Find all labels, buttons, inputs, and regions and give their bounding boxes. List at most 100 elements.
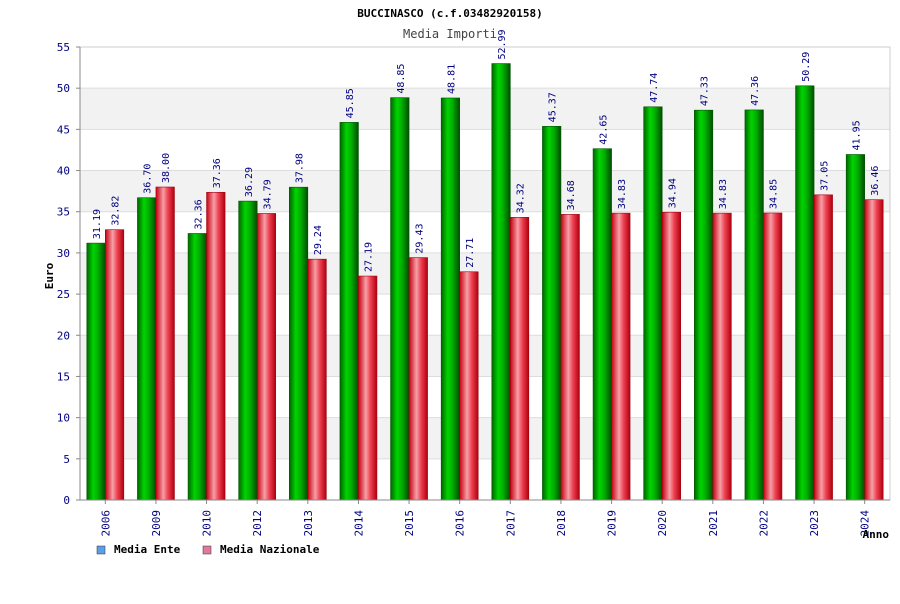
legend-swatch-media-ente — [96, 545, 106, 555]
bar-media-nazionale — [206, 191, 226, 501]
x-tick-label: 2015 — [403, 510, 416, 537]
bar-media-ente — [491, 63, 511, 501]
bar-media-ente — [440, 97, 460, 501]
y-tick-label: 5 — [63, 453, 70, 466]
bar-media-nazionale — [155, 186, 175, 501]
bar-media-ente — [289, 186, 309, 501]
x-tick-label: 2023 — [808, 510, 821, 537]
bar-media-ente — [390, 97, 410, 501]
legend-label-media-ente: Media Ente — [114, 543, 181, 556]
x-tick-label: 2021 — [707, 510, 720, 537]
value-label-media-ente: 36.70 — [143, 164, 154, 194]
value-label-media-nazionale: 36.46 — [870, 166, 881, 196]
x-tick-label: 2016 — [454, 510, 467, 537]
chart-title: BUCCINASCO (c.f.03482920158) — [357, 7, 542, 20]
bar-media-ente — [643, 106, 663, 501]
value-label-media-nazionale: 29.24 — [313, 225, 324, 255]
bar-media-ente — [187, 233, 207, 501]
legend-item-media-nazionale: Media Nazionale — [202, 543, 320, 556]
x-tick-label: 2017 — [504, 510, 517, 537]
bar-media-nazionale — [763, 212, 783, 501]
bar-media-ente — [845, 154, 865, 501]
bar-media-ente — [542, 126, 562, 501]
x-tick-label: 2014 — [352, 510, 365, 537]
value-label-media-nazionale: 37.05 — [819, 161, 830, 191]
value-label-media-nazionale: 34.85 — [769, 179, 780, 209]
bar-media-nazionale — [307, 258, 327, 501]
y-axis: 0 5 10 15 20 25 30 35 40 45 50 55 — [57, 41, 81, 507]
bar-media-ente — [744, 109, 764, 501]
value-label-media-ente: 48.81 — [446, 64, 457, 94]
y-tick-label: 20 — [57, 329, 70, 342]
x-tick-label: 2018 — [555, 510, 568, 537]
value-label-media-nazionale: 32.82 — [111, 196, 122, 226]
bars: 31.19 32.82 36.70 38.00 32.36 37.36 36.29 34.79… — [86, 29, 884, 501]
value-label-media-ente: 36.29 — [244, 167, 255, 197]
y-tick-label: 40 — [57, 165, 70, 178]
value-label-media-nazionale: 27.71 — [465, 238, 476, 268]
y-axis-label: Euro — [43, 262, 56, 289]
y-tick-label: 35 — [57, 206, 70, 219]
value-label-media-ente: 50.29 — [801, 52, 812, 82]
value-label-media-ente: 47.33 — [700, 76, 711, 106]
bar-media-nazionale — [712, 212, 732, 501]
value-label-media-ente: 52.99 — [497, 29, 508, 59]
value-label-media-ente: 47.74 — [649, 73, 660, 103]
bar-media-nazionale — [358, 275, 378, 501]
value-label-media-nazionale: 27.19 — [364, 242, 375, 272]
value-label-media-nazionale: 34.83 — [718, 179, 729, 209]
legend-swatch-media-nazionale — [202, 545, 212, 555]
value-label-media-nazionale: 34.94 — [667, 178, 678, 208]
chart-subtitle: Media Importi — [403, 27, 497, 41]
y-tick-label: 55 — [57, 41, 70, 54]
bar-media-nazionale — [560, 214, 580, 501]
value-label-media-nazionale: 29.43 — [414, 223, 425, 253]
x-axis-label: Anno — [863, 528, 890, 541]
value-label-media-nazionale: 34.68 — [566, 180, 577, 210]
value-label-media-ente: 37.98 — [295, 153, 306, 183]
value-label-media-nazionale: 34.83 — [617, 179, 628, 209]
bar-media-ente — [339, 122, 359, 501]
y-tick-label: 50 — [57, 82, 70, 95]
y-tick-label: 25 — [57, 288, 70, 301]
value-label-media-nazionale: 34.32 — [516, 183, 527, 213]
x-tick-label: 2009 — [150, 510, 163, 537]
x-tick-label: 2012 — [251, 510, 264, 537]
legend: Media Ente Media Nazionale — [96, 543, 320, 556]
grid-band — [80, 88, 890, 130]
y-tick-label: 0 — [63, 494, 70, 507]
x-tick-label: 2010 — [201, 510, 214, 537]
bar-media-ente — [86, 242, 106, 501]
bar-media-nazionale — [256, 213, 276, 501]
y-tick-label: 15 — [57, 370, 70, 383]
value-label-media-ente: 45.85 — [345, 88, 356, 118]
bar-media-nazionale — [661, 211, 681, 501]
bar-media-ente — [795, 85, 815, 501]
y-tick-label: 10 — [57, 412, 70, 425]
x-tick-label: 2019 — [606, 510, 619, 537]
x-tick-label: 2013 — [302, 510, 315, 537]
y-tick-label: 45 — [57, 123, 70, 136]
y-tick-label: 30 — [57, 247, 70, 260]
bar-media-nazionale — [105, 229, 125, 501]
value-label-media-ente: 42.65 — [598, 115, 609, 145]
x-axis: 2006 2009 2010 2012 2013 2014 2015 2016 2017 2018… — [80, 499, 890, 537]
value-label-media-ente: 31.19 — [92, 209, 103, 239]
legend-label-media-nazionale: Media Nazionale — [220, 543, 320, 556]
value-label-media-ente: 47.36 — [750, 76, 761, 106]
bar-media-ente — [137, 197, 157, 501]
value-label-media-ente: 41.95 — [851, 120, 862, 150]
value-label-media-nazionale: 38.00 — [161, 153, 172, 183]
bar-media-nazionale — [459, 271, 479, 501]
bar-media-ente — [238, 200, 258, 501]
bar-media-nazionale — [864, 199, 884, 501]
x-tick-label: 2024 — [859, 510, 872, 537]
x-tick-label: 2020 — [656, 510, 669, 537]
value-label-media-ente: 48.85 — [396, 64, 407, 94]
legend-item-media-ente: Media Ente — [96, 543, 181, 556]
bar-media-nazionale — [408, 257, 428, 501]
x-tick-label: 2006 — [99, 510, 112, 537]
x-tick-label: 2022 — [757, 510, 770, 537]
